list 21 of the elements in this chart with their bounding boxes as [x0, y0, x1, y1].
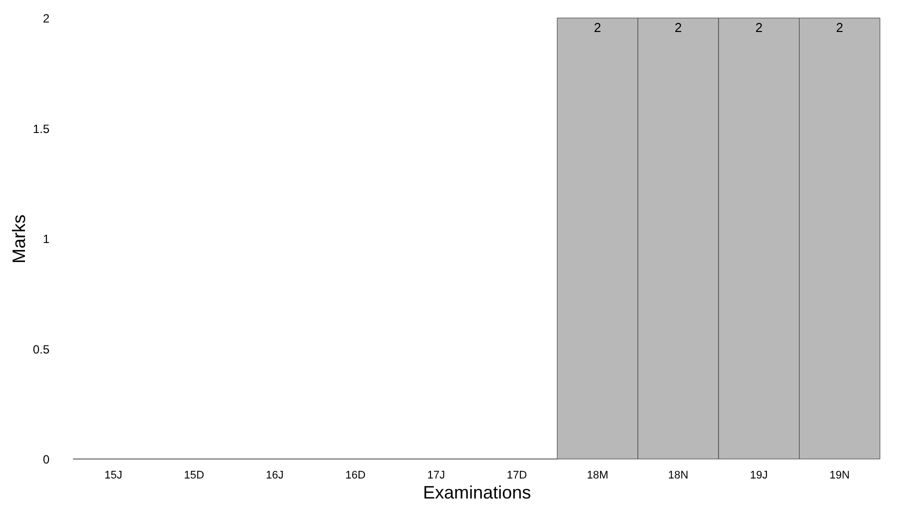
- y-tick-label: 0.5: [32, 342, 50, 356]
- data-label: 2: [674, 20, 682, 35]
- x-tick-label: 15J: [104, 470, 122, 482]
- data-label: 2: [594, 20, 602, 35]
- x-tick-label: 19J: [750, 470, 768, 482]
- data-label: 2: [836, 20, 844, 35]
- data-label: 2: [755, 20, 763, 35]
- x-tick-label: 19N: [830, 470, 850, 482]
- y-tick-label: 2: [42, 12, 50, 26]
- y-tick-label: 1.5: [32, 122, 50, 136]
- x-tick-label: 18M: [586, 470, 608, 482]
- x-tick-label: 15D: [184, 470, 204, 482]
- y-axis-title: Marks: [8, 214, 29, 264]
- y-tick-label: 0: [42, 452, 50, 466]
- x-tick-label: 18N: [668, 470, 688, 482]
- y-tick-label: 1: [42, 232, 50, 246]
- x-tick-label: 17J: [427, 470, 446, 482]
- x-tick-label: 17D: [506, 470, 527, 482]
- x-tick-label: 16J: [266, 470, 284, 482]
- x-tick-label: 16D: [345, 470, 366, 482]
- x-axis-title: Examinations: [422, 482, 532, 502]
